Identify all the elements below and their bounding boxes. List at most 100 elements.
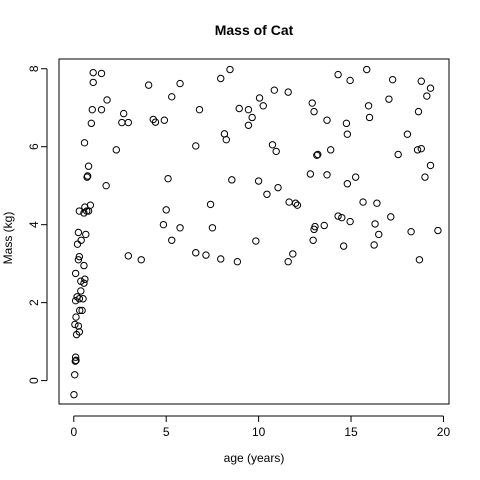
data-point	[71, 296, 80, 305]
data-point	[222, 135, 230, 144]
data-point	[88, 105, 96, 114]
data-point	[417, 77, 425, 85]
data-point	[75, 295, 84, 303]
data-point	[407, 227, 415, 236]
data-point	[311, 222, 319, 231]
data-point	[342, 119, 351, 128]
data-point	[202, 251, 210, 259]
data-point	[387, 213, 395, 221]
data-point	[323, 116, 331, 124]
data-point	[195, 105, 204, 114]
data-point	[228, 176, 236, 184]
data-point	[359, 198, 367, 206]
data-point	[254, 177, 263, 185]
data-point	[351, 173, 360, 181]
data-point	[102, 181, 110, 190]
data-point	[244, 121, 253, 129]
data-point	[176, 224, 184, 232]
data-point	[74, 256, 83, 264]
data-point	[89, 68, 97, 77]
data-point	[103, 96, 111, 104]
data-point	[252, 237, 260, 245]
data-point	[71, 371, 79, 379]
data-point	[86, 201, 95, 209]
data-point	[77, 277, 85, 285]
data-point	[124, 252, 133, 260]
data-point	[306, 170, 315, 178]
data-point	[71, 269, 80, 278]
data-point	[403, 130, 412, 138]
data-point	[385, 95, 393, 103]
data-point	[293, 201, 302, 209]
data-point	[168, 93, 176, 101]
data-point	[284, 258, 292, 266]
x-tick-label: 5	[163, 425, 170, 439]
data-point	[73, 240, 82, 248]
data-point	[151, 118, 160, 126]
data-point	[164, 174, 172, 183]
data-point	[87, 119, 96, 128]
data-point	[343, 180, 352, 188]
data-point	[343, 130, 352, 138]
data-point	[394, 150, 402, 159]
x-tick-label: 0	[70, 425, 77, 439]
y-tick-label: 0	[27, 377, 41, 384]
data-point	[71, 353, 80, 361]
data-point	[70, 390, 78, 399]
data-point	[434, 226, 442, 235]
data-point	[192, 249, 200, 257]
data-point	[233, 258, 242, 266]
data-point	[426, 161, 435, 170]
data-point	[192, 142, 200, 150]
data-point	[79, 295, 87, 303]
data-point	[371, 220, 379, 228]
data-point	[208, 224, 217, 232]
data-point	[78, 306, 86, 315]
data-point	[206, 200, 215, 209]
data-point	[75, 252, 84, 261]
data-point	[268, 141, 277, 149]
data-point	[323, 171, 331, 179]
data-point	[263, 190, 271, 198]
y-tick-label: 2	[27, 299, 41, 306]
data-point	[310, 107, 318, 116]
x-axis: 0 5 10 15 20	[70, 415, 451, 439]
data-point	[71, 357, 79, 365]
data-point	[72, 313, 80, 321]
data-point	[137, 256, 145, 264]
data-point	[313, 151, 321, 159]
data-point	[363, 65, 371, 74]
data-point	[339, 242, 348, 250]
data-point	[76, 306, 84, 315]
data-point	[327, 146, 335, 154]
data-point	[97, 69, 106, 78]
data-point	[217, 255, 225, 263]
data-point	[77, 236, 85, 244]
data-point	[413, 146, 422, 154]
data-point	[364, 102, 373, 110]
data-point	[72, 356, 80, 365]
data-point	[162, 206, 170, 214]
data-point	[71, 320, 79, 329]
x-axis-label: age (years)	[224, 451, 285, 465]
data-point	[89, 78, 97, 87]
data-point	[421, 173, 429, 181]
data-point	[375, 230, 383, 239]
data-point	[417, 144, 425, 153]
data-point	[82, 230, 90, 239]
y-axis: 0 2 4 6 8	[27, 65, 48, 384]
data-point	[74, 228, 83, 237]
data-point	[426, 84, 435, 92]
data-point	[346, 76, 354, 85]
x-tick-label: 20	[437, 425, 451, 439]
data-point	[270, 86, 279, 94]
data-point	[320, 221, 328, 230]
data-point	[80, 139, 89, 147]
data-point	[83, 172, 92, 180]
data-point	[235, 104, 243, 113]
data-point	[373, 199, 381, 207]
y-axis-label: Mass (kg)	[1, 212, 15, 265]
data-point	[124, 118, 133, 127]
data-point	[160, 116, 169, 124]
